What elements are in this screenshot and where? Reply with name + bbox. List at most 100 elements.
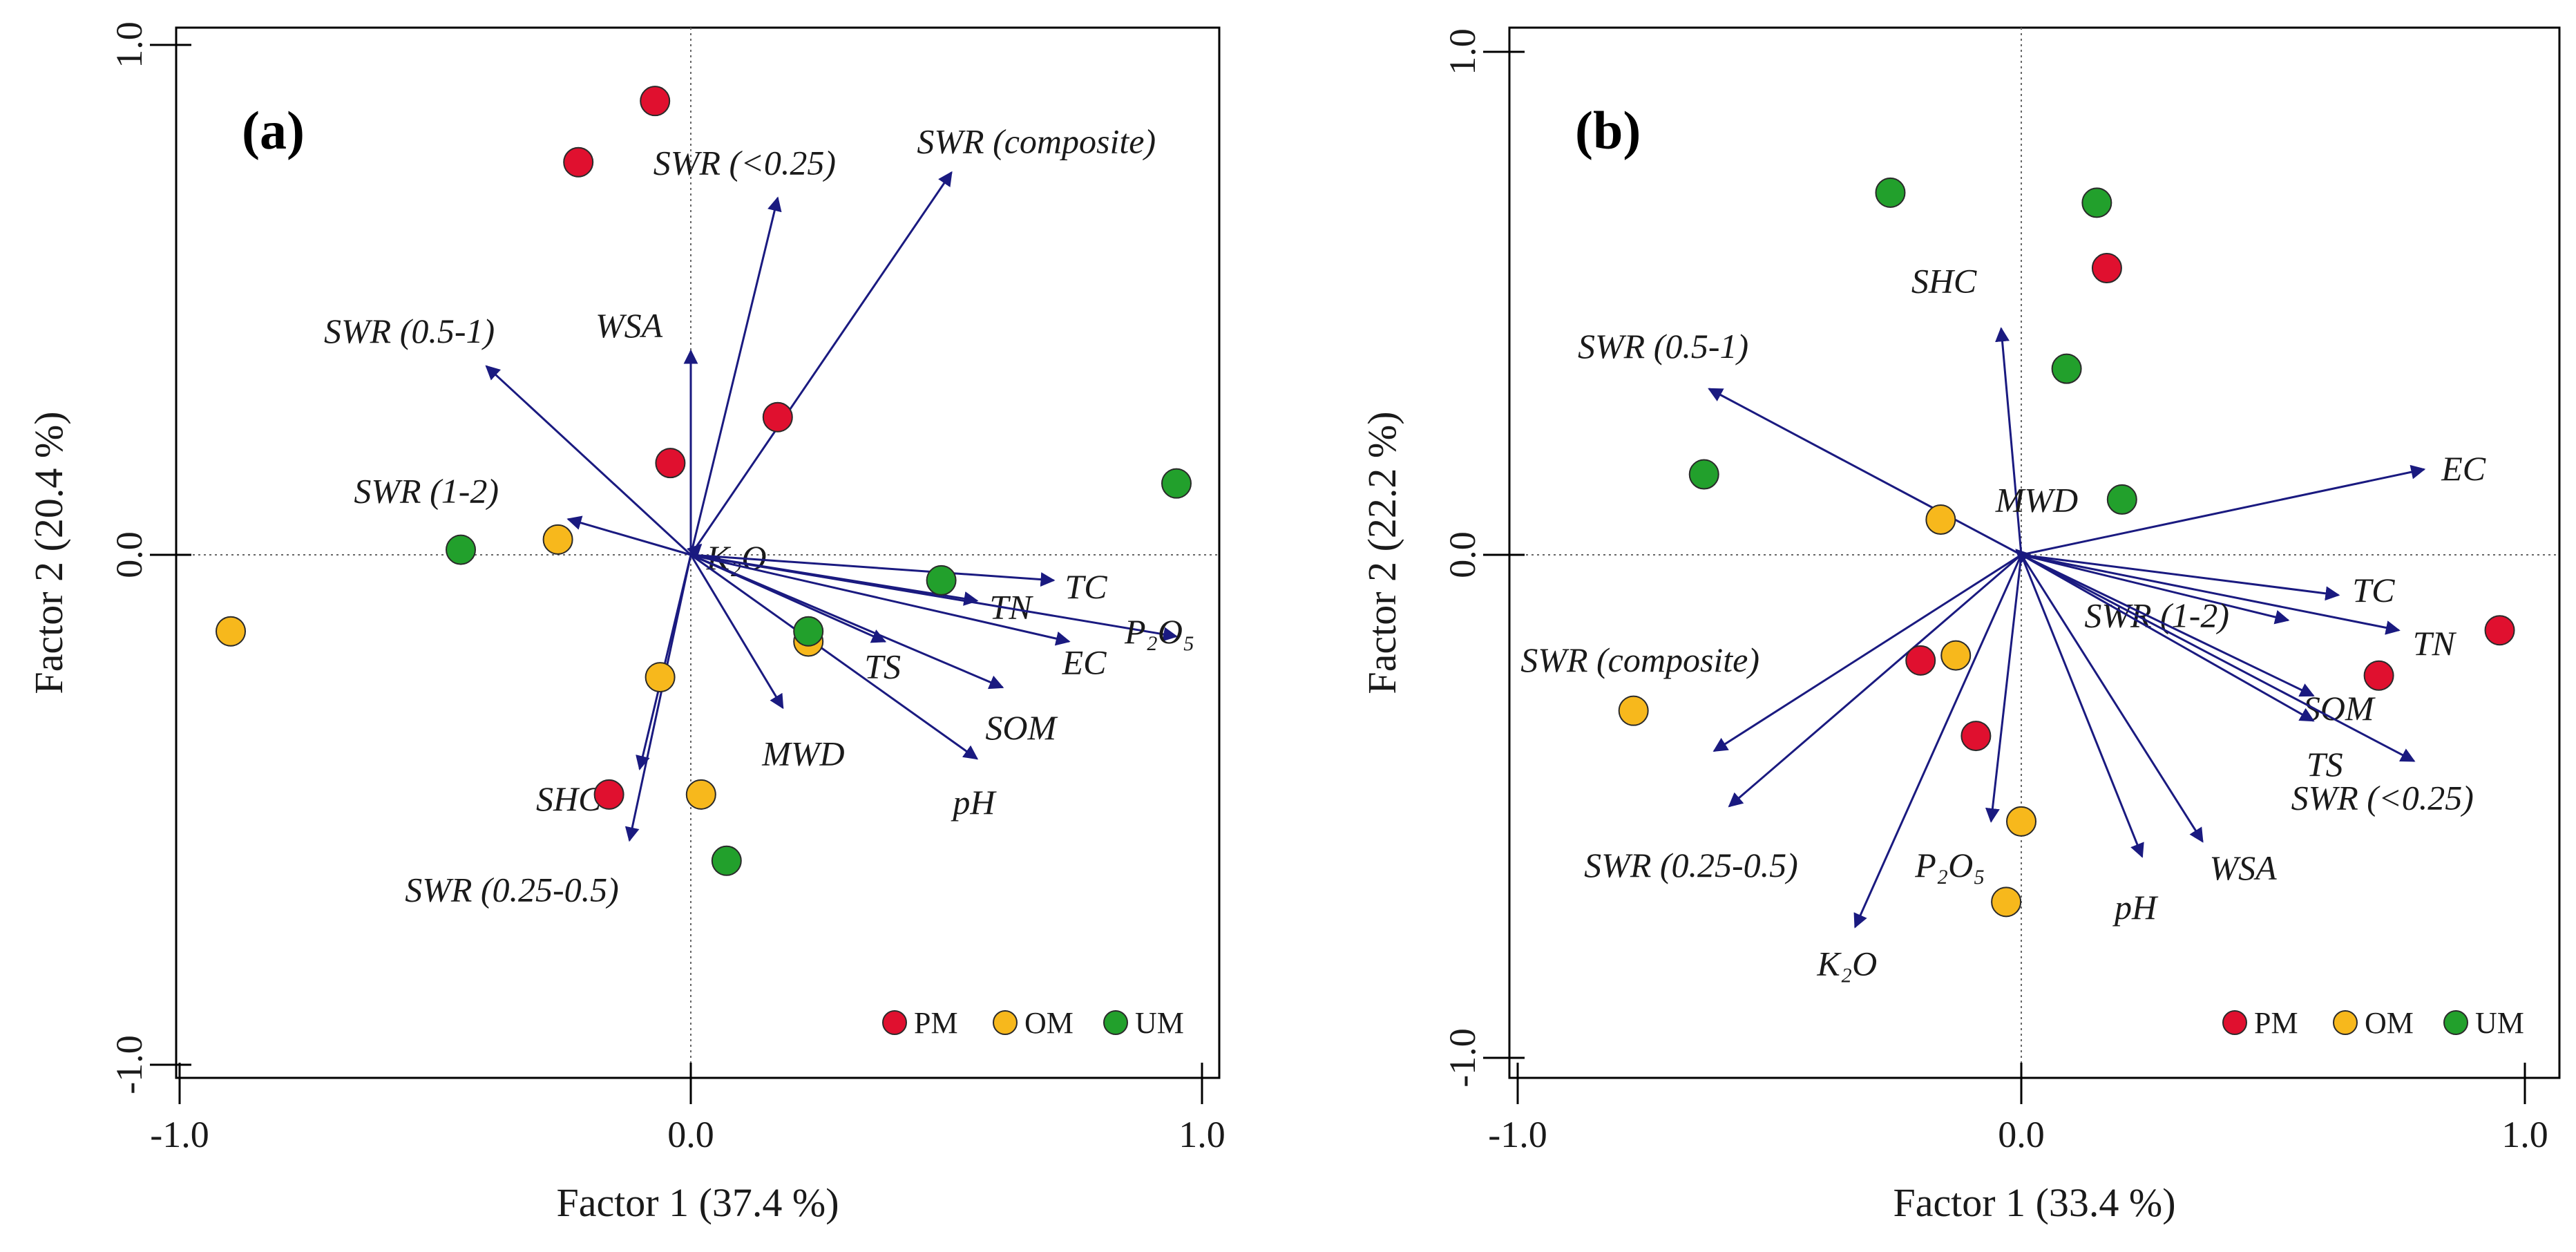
vector-arrow-swr-0-25 (2021, 553, 2416, 762)
vector-arrow-k-o (687, 543, 703, 560)
legend-marker-um (2443, 1010, 2468, 1035)
vector-arrow-swr-1-2 (2021, 553, 2290, 625)
legend-marker-om (2333, 1010, 2358, 1035)
x-axis-title: Factor 1 (33.4 %) (1893, 1180, 2175, 1225)
legend-label-pm: PM (2254, 1006, 2298, 1040)
vector-arrow-tc (690, 553, 1056, 587)
point-om (1925, 504, 1956, 535)
x-tick-label: 0.0 (1998, 1114, 2045, 1155)
vector-label-ph: pH (2112, 888, 2159, 927)
vector-arrow-wsa (2020, 554, 2204, 843)
vector-arrow-swr-1-2 (566, 515, 691, 556)
legend-marker-pm (882, 1010, 907, 1035)
point-pm (2091, 253, 2122, 284)
vector-arrow-som (690, 553, 1004, 690)
vector-label-wsa: WSA (595, 306, 663, 345)
vector-label-mwd: MWD (761, 734, 844, 772)
panel-label: (b) (1575, 100, 1641, 160)
vector-label-ts: TS (864, 647, 901, 685)
vector-label-tc: TC (2352, 571, 2395, 609)
y-tick-label: 1.0 (108, 21, 150, 68)
vector-arrow-ph (2020, 554, 2144, 858)
vector-label-swr-composite: SWR (composite) (917, 122, 1156, 161)
point-pm (2363, 660, 2394, 691)
plot-frame (175, 26, 1221, 1079)
vector-label-swr-1-2: SWR (1-2) (2084, 596, 2229, 635)
vector-label-swr-0-25: SWR (<0.25) (2291, 778, 2474, 817)
vector-arrow-k-o (1853, 554, 2023, 929)
y-axis-title: Factor 2 (20.4 %) (26, 411, 71, 694)
vector-label-swr-0-5-1: SWR (0.5-1) (324, 312, 495, 350)
point-om (542, 524, 573, 555)
vector-label-ec: EC (2441, 449, 2486, 488)
vector-arrow-tc (2021, 553, 2340, 601)
vector-arrow-p-o (1985, 554, 2023, 823)
vector-label-swr-composite: SWR (composite) (1520, 641, 1759, 679)
vector-label-k-o: K₂O (1816, 945, 1877, 983)
vector-arrow-swr-composite (1712, 553, 2022, 752)
vector-label-swr-0-5-1: SWR (0.5-1) (1578, 327, 1748, 366)
vector-label-wsa: WSA (2209, 848, 2277, 887)
biplot-panel-b: -1.0 0.0 1.0 -1.0 0.0 1.0 Factor 1 (33.4 %) Fac… (1359, 26, 2561, 1225)
point-om (1618, 695, 1649, 726)
y-tick-label: 0.0 (1442, 531, 1483, 578)
vector-label-shc: SHC (1911, 261, 1977, 300)
vector-arrow-swr-0-25-0-5 (624, 554, 692, 842)
vector-label-shc: SHC (536, 779, 602, 818)
vector-label-ec: EC (1062, 643, 1107, 681)
y-axis-title: Factor 2 (22.2 %) (1359, 411, 1404, 694)
legend-label-um: UM (1135, 1006, 1184, 1040)
vector-label-ts: TS (2307, 745, 2343, 784)
point-om (2006, 806, 2036, 837)
vector-arrow-mwd (689, 554, 784, 710)
vector-arrow-swr-0-5-1 (1708, 388, 2022, 556)
point-um (446, 534, 476, 565)
vector-label-swr-0-25-0-5: SWR (0.25-0.5) (405, 870, 619, 909)
vector-arrow-swr-0-5-1 (485, 365, 692, 556)
vector-arrow-ec (690, 553, 1071, 646)
point-pm (2484, 615, 2515, 646)
x-tick-label: 1.0 (2501, 1114, 2548, 1155)
vector-label-swr-0-25-0-5: SWR (0.25-0.5) (1584, 846, 1798, 884)
y-tick-label: -1.0 (108, 1035, 150, 1094)
vector-label-som: SOM (985, 708, 1058, 747)
point-om (645, 662, 676, 693)
vector-arrow-ts (2021, 553, 2315, 722)
point-om (1940, 640, 1972, 671)
vector-arrow-som (2021, 553, 2315, 697)
legend-label-om: OM (1024, 1006, 1074, 1040)
legend-label-um: UM (2475, 1006, 2524, 1040)
point-om (1991, 886, 2022, 918)
point-om (216, 616, 246, 647)
x-tick-label: 0.0 (667, 1114, 714, 1155)
plot-frame (1508, 26, 2561, 1079)
point-um (2081, 187, 2112, 218)
x-tick-label: -1.0 (1488, 1114, 1547, 1155)
point-pm (1960, 721, 1992, 752)
vector-arrow-ec (2021, 464, 2426, 556)
vector-label-p-o: P₂O₅ (1124, 612, 1194, 651)
vector-arrow-tn (2021, 553, 2401, 635)
legend-marker-om (993, 1010, 1018, 1035)
point-om (685, 779, 716, 810)
legend-label-pm: PM (914, 1006, 958, 1040)
point-um (711, 845, 742, 876)
point-pm (1905, 645, 1936, 676)
point-um (1161, 468, 1192, 499)
x-tick-label: -1.0 (150, 1114, 209, 1155)
point-pm (655, 448, 686, 479)
vector-arrow-swr-0-25-0-5 (1728, 553, 2022, 808)
panel-label: (a) (242, 100, 305, 160)
vector-label-swr-0-25: SWR (<0.25) (653, 143, 836, 182)
point-um (2106, 484, 2137, 515)
legend-label-om: OM (2365, 1006, 2414, 1040)
point-um (1688, 459, 1719, 490)
vector-arrow-p-o (690, 553, 1179, 642)
biplot-panel-a: -1.0 0.0 1.0 -1.0 0.0 1.0 Factor 1 (37.4 %) Fac… (26, 21, 1225, 1225)
point-pm (593, 779, 624, 810)
legend-marker-um (1103, 1010, 1128, 1035)
vector-arrow-swr-composite (689, 171, 953, 556)
vector-label-ph: pH (951, 783, 997, 822)
point-um (2051, 353, 2082, 384)
